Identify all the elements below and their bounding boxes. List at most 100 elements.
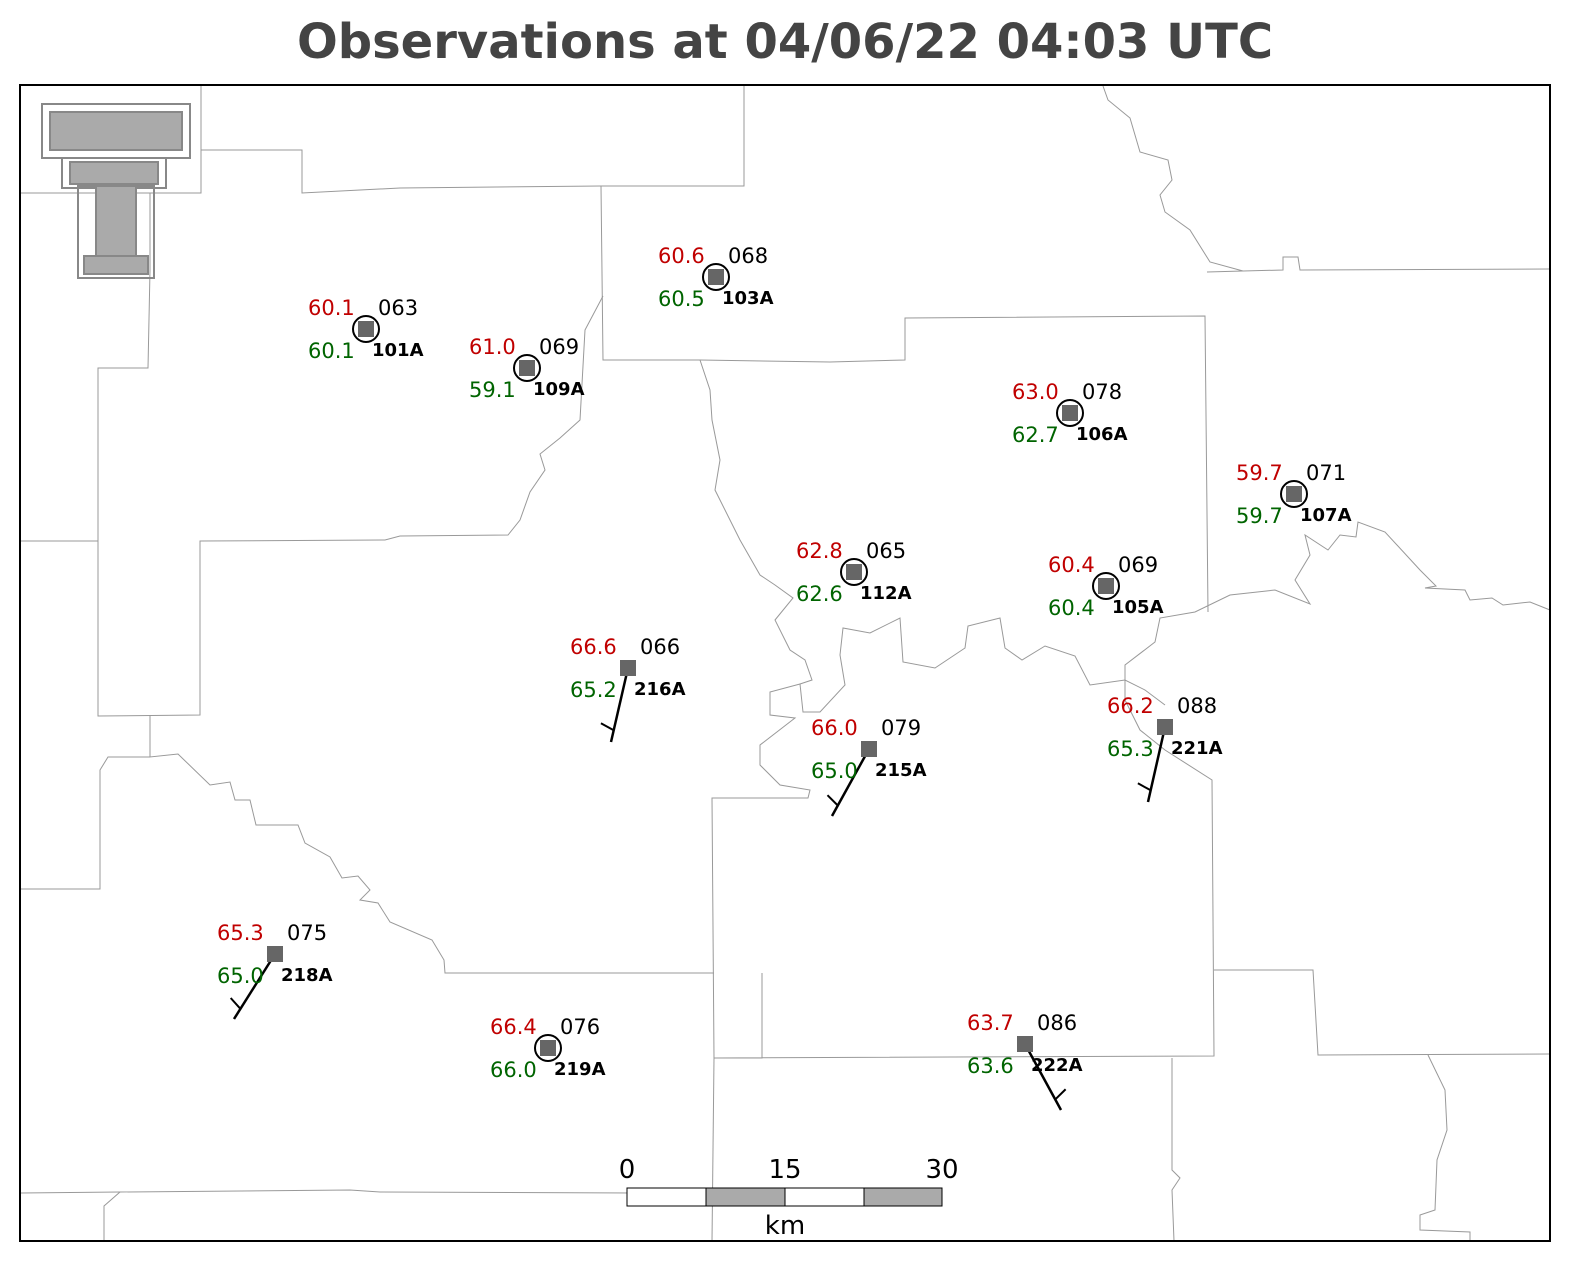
calm-circle xyxy=(352,315,380,343)
temperature: 63.0 xyxy=(1012,380,1059,404)
temperature: 62.8 xyxy=(796,539,843,563)
pressure: 078 xyxy=(1082,380,1122,404)
dewpoint: 66.0 xyxy=(490,1058,537,1082)
pressure: 069 xyxy=(1118,553,1158,577)
pressure: 075 xyxy=(287,921,327,945)
dewpoint: 63.6 xyxy=(967,1054,1014,1078)
station-marker xyxy=(1286,486,1302,502)
map-title: Observations at 04/06/22 04:03 UTC xyxy=(297,14,1273,70)
station-id: 106A xyxy=(1076,424,1128,445)
station-plot: 59.7 071 59.7 107A xyxy=(1236,461,1352,528)
temperature: 63.7 xyxy=(967,1011,1014,1035)
wind-barb-flag xyxy=(229,997,242,1010)
temperature: 66.6 xyxy=(570,635,617,659)
station-marker xyxy=(1062,405,1078,421)
temperature: 66.4 xyxy=(490,1015,537,1039)
dewpoint: 65.2 xyxy=(570,678,617,702)
temperature: 60.4 xyxy=(1048,553,1095,577)
county-lines xyxy=(20,85,1551,1242)
station-marker xyxy=(519,360,535,376)
station-id: 112A xyxy=(860,583,912,604)
scale-bar: 0 15 30 km xyxy=(619,1155,959,1241)
dewpoint: 62.6 xyxy=(796,582,843,606)
station-id: 218A xyxy=(281,965,333,986)
wind-barb-flag xyxy=(1137,782,1152,792)
temperature: 65.3 xyxy=(217,921,264,945)
pressure: 063 xyxy=(378,296,418,320)
dewpoint: 65.0 xyxy=(217,964,264,988)
station-marker xyxy=(1017,1036,1033,1052)
dewpoint: 62.7 xyxy=(1012,423,1059,447)
station-plot: 66.2 088 65.3 221A xyxy=(1107,694,1223,803)
wind-barb-flag xyxy=(826,794,839,807)
station-id: 219A xyxy=(554,1059,606,1080)
calm-circle xyxy=(513,354,541,382)
wind-barb xyxy=(1023,1043,1063,1111)
pressure: 076 xyxy=(560,1015,600,1039)
station-id: 103A xyxy=(722,288,774,309)
map-frame xyxy=(19,84,1551,1242)
temperature: 59.7 xyxy=(1236,461,1283,485)
temperature: 61.0 xyxy=(469,335,516,359)
station-id: 216A xyxy=(634,679,686,700)
pressure: 069 xyxy=(539,335,579,359)
station-plot: 66.0 079 65.0 215A xyxy=(811,716,927,817)
pressure: 071 xyxy=(1306,461,1346,485)
station-marker xyxy=(267,946,283,962)
dewpoint: 59.7 xyxy=(1236,504,1283,528)
pressure: 086 xyxy=(1037,1011,1077,1035)
wind-barb-flag xyxy=(1054,1088,1067,1101)
station-marker xyxy=(708,269,724,285)
pressure: 068 xyxy=(728,244,768,268)
dewpoint: 65.3 xyxy=(1107,737,1154,761)
dewpoint: 60.4 xyxy=(1048,596,1095,620)
pressure: 065 xyxy=(866,539,906,563)
station-plot: 60.1 063 60.1 101A xyxy=(308,296,424,363)
dewpoint: 60.5 xyxy=(658,287,705,311)
station-marker xyxy=(846,564,862,580)
station-plot: 62.8 065 62.6 112A xyxy=(796,539,912,606)
temperature: 60.1 xyxy=(308,296,355,320)
station-marker xyxy=(1157,719,1173,735)
logo xyxy=(41,103,191,279)
calm-circle xyxy=(1280,480,1308,508)
station-plot: 60.6 068 60.5 103A xyxy=(658,244,774,311)
dewpoint: 65.0 xyxy=(811,759,858,783)
pressure: 066 xyxy=(640,635,680,659)
calm-circle xyxy=(1092,572,1120,600)
station-plot: 63.7 086 63.6 222A xyxy=(967,1011,1083,1111)
temperature: 66.0 xyxy=(811,716,858,740)
station-plot: 61.0 069 59.1 109A xyxy=(469,335,585,402)
station-marker xyxy=(1098,578,1114,594)
scale-label: 15 xyxy=(768,1155,801,1185)
dewpoint: 60.1 xyxy=(308,339,355,363)
station-marker xyxy=(540,1040,556,1056)
pressure: 088 xyxy=(1177,694,1217,718)
calm-circle xyxy=(840,558,868,586)
station-id: 215A xyxy=(875,760,927,781)
wind-barb-flag xyxy=(600,722,615,732)
scale-label: 0 xyxy=(619,1155,636,1185)
dewpoint: 59.1 xyxy=(469,378,516,402)
scale-label: 30 xyxy=(925,1155,958,1185)
station-plot: 60.4 069 60.4 105A xyxy=(1048,553,1164,620)
station-id: 107A xyxy=(1300,505,1352,526)
station-marker xyxy=(620,660,636,676)
station-marker xyxy=(358,321,374,337)
station-plot: 65.3 075 65.0 218A xyxy=(217,921,333,1020)
station-id: 221A xyxy=(1171,738,1223,759)
station-marker xyxy=(861,741,877,757)
scale-unit: km xyxy=(765,1211,805,1241)
station-id: 101A xyxy=(372,340,424,361)
station-id: 105A xyxy=(1112,597,1164,618)
calm-circle xyxy=(534,1034,562,1062)
station-id: 222A xyxy=(1031,1055,1083,1076)
calm-circle xyxy=(1056,399,1084,427)
station-plot: 63.0 078 62.7 106A xyxy=(1012,380,1128,447)
calm-circle xyxy=(702,263,730,291)
station-id: 109A xyxy=(533,379,585,400)
temperature: 60.6 xyxy=(658,244,705,268)
pressure: 079 xyxy=(881,716,921,740)
